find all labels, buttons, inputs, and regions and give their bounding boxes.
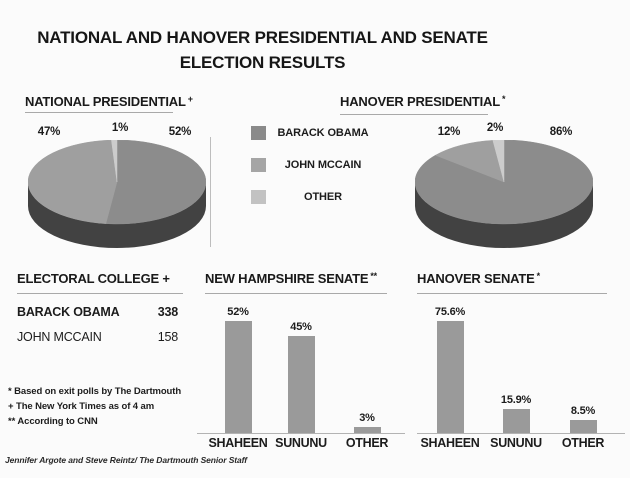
bar-other xyxy=(569,420,597,433)
section-title-national-presidential: NATIONAL PRESIDENTIAL + xyxy=(25,94,193,109)
pie-slice-barack-obama xyxy=(105,140,206,225)
pie-slice-john-mccain xyxy=(434,140,505,183)
section-title-hanover-presidential: HANOVER PRESIDENTIAL * xyxy=(340,94,506,109)
pie-slice-john-mccain xyxy=(28,140,118,224)
legend-label-mccain: JOHN MCCAIN xyxy=(284,159,362,171)
byline-credit: Jennifer Argote and Steve Reintz/ The Da… xyxy=(5,455,247,465)
pie-rim xyxy=(415,182,593,248)
header-underline xyxy=(340,114,488,115)
page-title-line1: NATIONAL AND HANOVER PRESIDENTIAL AND SE… xyxy=(37,28,488,47)
axis-baseline xyxy=(417,433,625,434)
vertical-divider xyxy=(210,137,211,247)
bar-other xyxy=(353,427,381,433)
footnotes: * Based on exit polls by The Dartmouth +… xyxy=(8,384,181,429)
legend-swatch-mccain xyxy=(251,158,266,172)
header-underline xyxy=(205,293,387,294)
new-hampshire-senate-bar-chart: 52% SHAHEEN 45% SUNUNU 3% OTHER xyxy=(197,298,405,463)
footnote-line: + The New York Times as of 4 am xyxy=(8,401,155,412)
footnote-marker: ** xyxy=(370,271,377,281)
footnote-marker: * xyxy=(501,94,506,104)
bar-value-label: 45% xyxy=(290,321,312,333)
bar-value-label: 15.9% xyxy=(500,394,532,406)
bar-category-label: SUNUNU xyxy=(275,436,327,450)
bar-sununu xyxy=(287,336,315,433)
page-title-line2: ELECTION RESULTS xyxy=(179,53,346,72)
footnote-line: * Based on exit polls by The Dartmouth xyxy=(8,386,182,397)
header-underline xyxy=(25,112,173,113)
page-title: NATIONAL AND HANOVER PRESIDENTIAL AND SE… xyxy=(10,25,515,75)
pie-rim xyxy=(28,182,206,248)
pie-label-obama: 86% xyxy=(549,126,573,138)
pie-label-mccain: 12% xyxy=(437,126,461,138)
legend-label-obama: BARACK OBAMA xyxy=(277,127,369,139)
bar-value-label: 8.5% xyxy=(570,405,596,417)
candidate-name: JOHN MCCAIN xyxy=(17,330,102,344)
bar-value-label: 52% xyxy=(227,306,249,318)
bar-sununu xyxy=(502,409,530,433)
axis-baseline xyxy=(197,433,405,434)
pie-hanover-presidential xyxy=(415,140,593,248)
legend-label-other: OTHER xyxy=(303,191,342,203)
bar-value-label: 75.6% xyxy=(434,306,466,318)
hanover-senate-bar-chart: 75.6% SHAHEEN 15.9% SUNUNU 8.5% OTHER xyxy=(417,298,627,463)
electoral-college-row-mccain: JOHN MCCAIN 158 xyxy=(17,330,178,344)
header-underline xyxy=(417,293,607,294)
bar-category-label: SHAHEEN xyxy=(420,436,480,450)
electoral-college-row-obama: BARACK OBAMA 338 xyxy=(17,305,178,319)
footnote-marker: * xyxy=(536,271,541,281)
bar-category-label: SUNUNU xyxy=(490,436,542,450)
pie-label-mccain: 47% xyxy=(37,126,61,138)
section-title-electoral-college: ELECTORAL COLLEGE + xyxy=(17,271,170,286)
pie-slice-other xyxy=(111,140,118,183)
header-underline xyxy=(17,293,183,294)
pie-label-obama: 52% xyxy=(168,126,192,138)
pie-slice-other xyxy=(492,140,505,183)
hanover-presidential-pie-chart: 12% 2% 86% xyxy=(405,118,617,258)
section-title-new-hampshire-senate: NEW HAMPSHIRE SENATE ** xyxy=(205,271,377,286)
candidate-name: BARACK OBAMA xyxy=(17,305,120,319)
section-title-hanover-senate: HANOVER SENATE * xyxy=(417,271,540,286)
footnote-marker: + xyxy=(187,94,193,104)
bar-category-label: OTHER xyxy=(345,436,389,450)
bar-category-label: OTHER xyxy=(561,436,605,450)
legend-swatch-obama xyxy=(251,126,266,140)
footnote-line: ** According to CNN xyxy=(8,416,98,427)
bar-value-label: 3% xyxy=(359,412,375,424)
electoral-votes: 338 xyxy=(157,305,178,319)
electoral-votes: 158 xyxy=(157,330,178,344)
legend-swatch-other xyxy=(251,190,266,204)
national-presidential-pie-chart: 47% 1% 52% xyxy=(20,118,216,258)
pie-label-other: 2% xyxy=(486,122,504,134)
bar-shaheen xyxy=(224,321,252,433)
bar-shaheen xyxy=(436,321,464,433)
bar-category-label: SHAHEEN xyxy=(208,436,268,450)
pie-label-other: 1% xyxy=(111,122,129,134)
pie-national-presidential xyxy=(28,140,206,248)
